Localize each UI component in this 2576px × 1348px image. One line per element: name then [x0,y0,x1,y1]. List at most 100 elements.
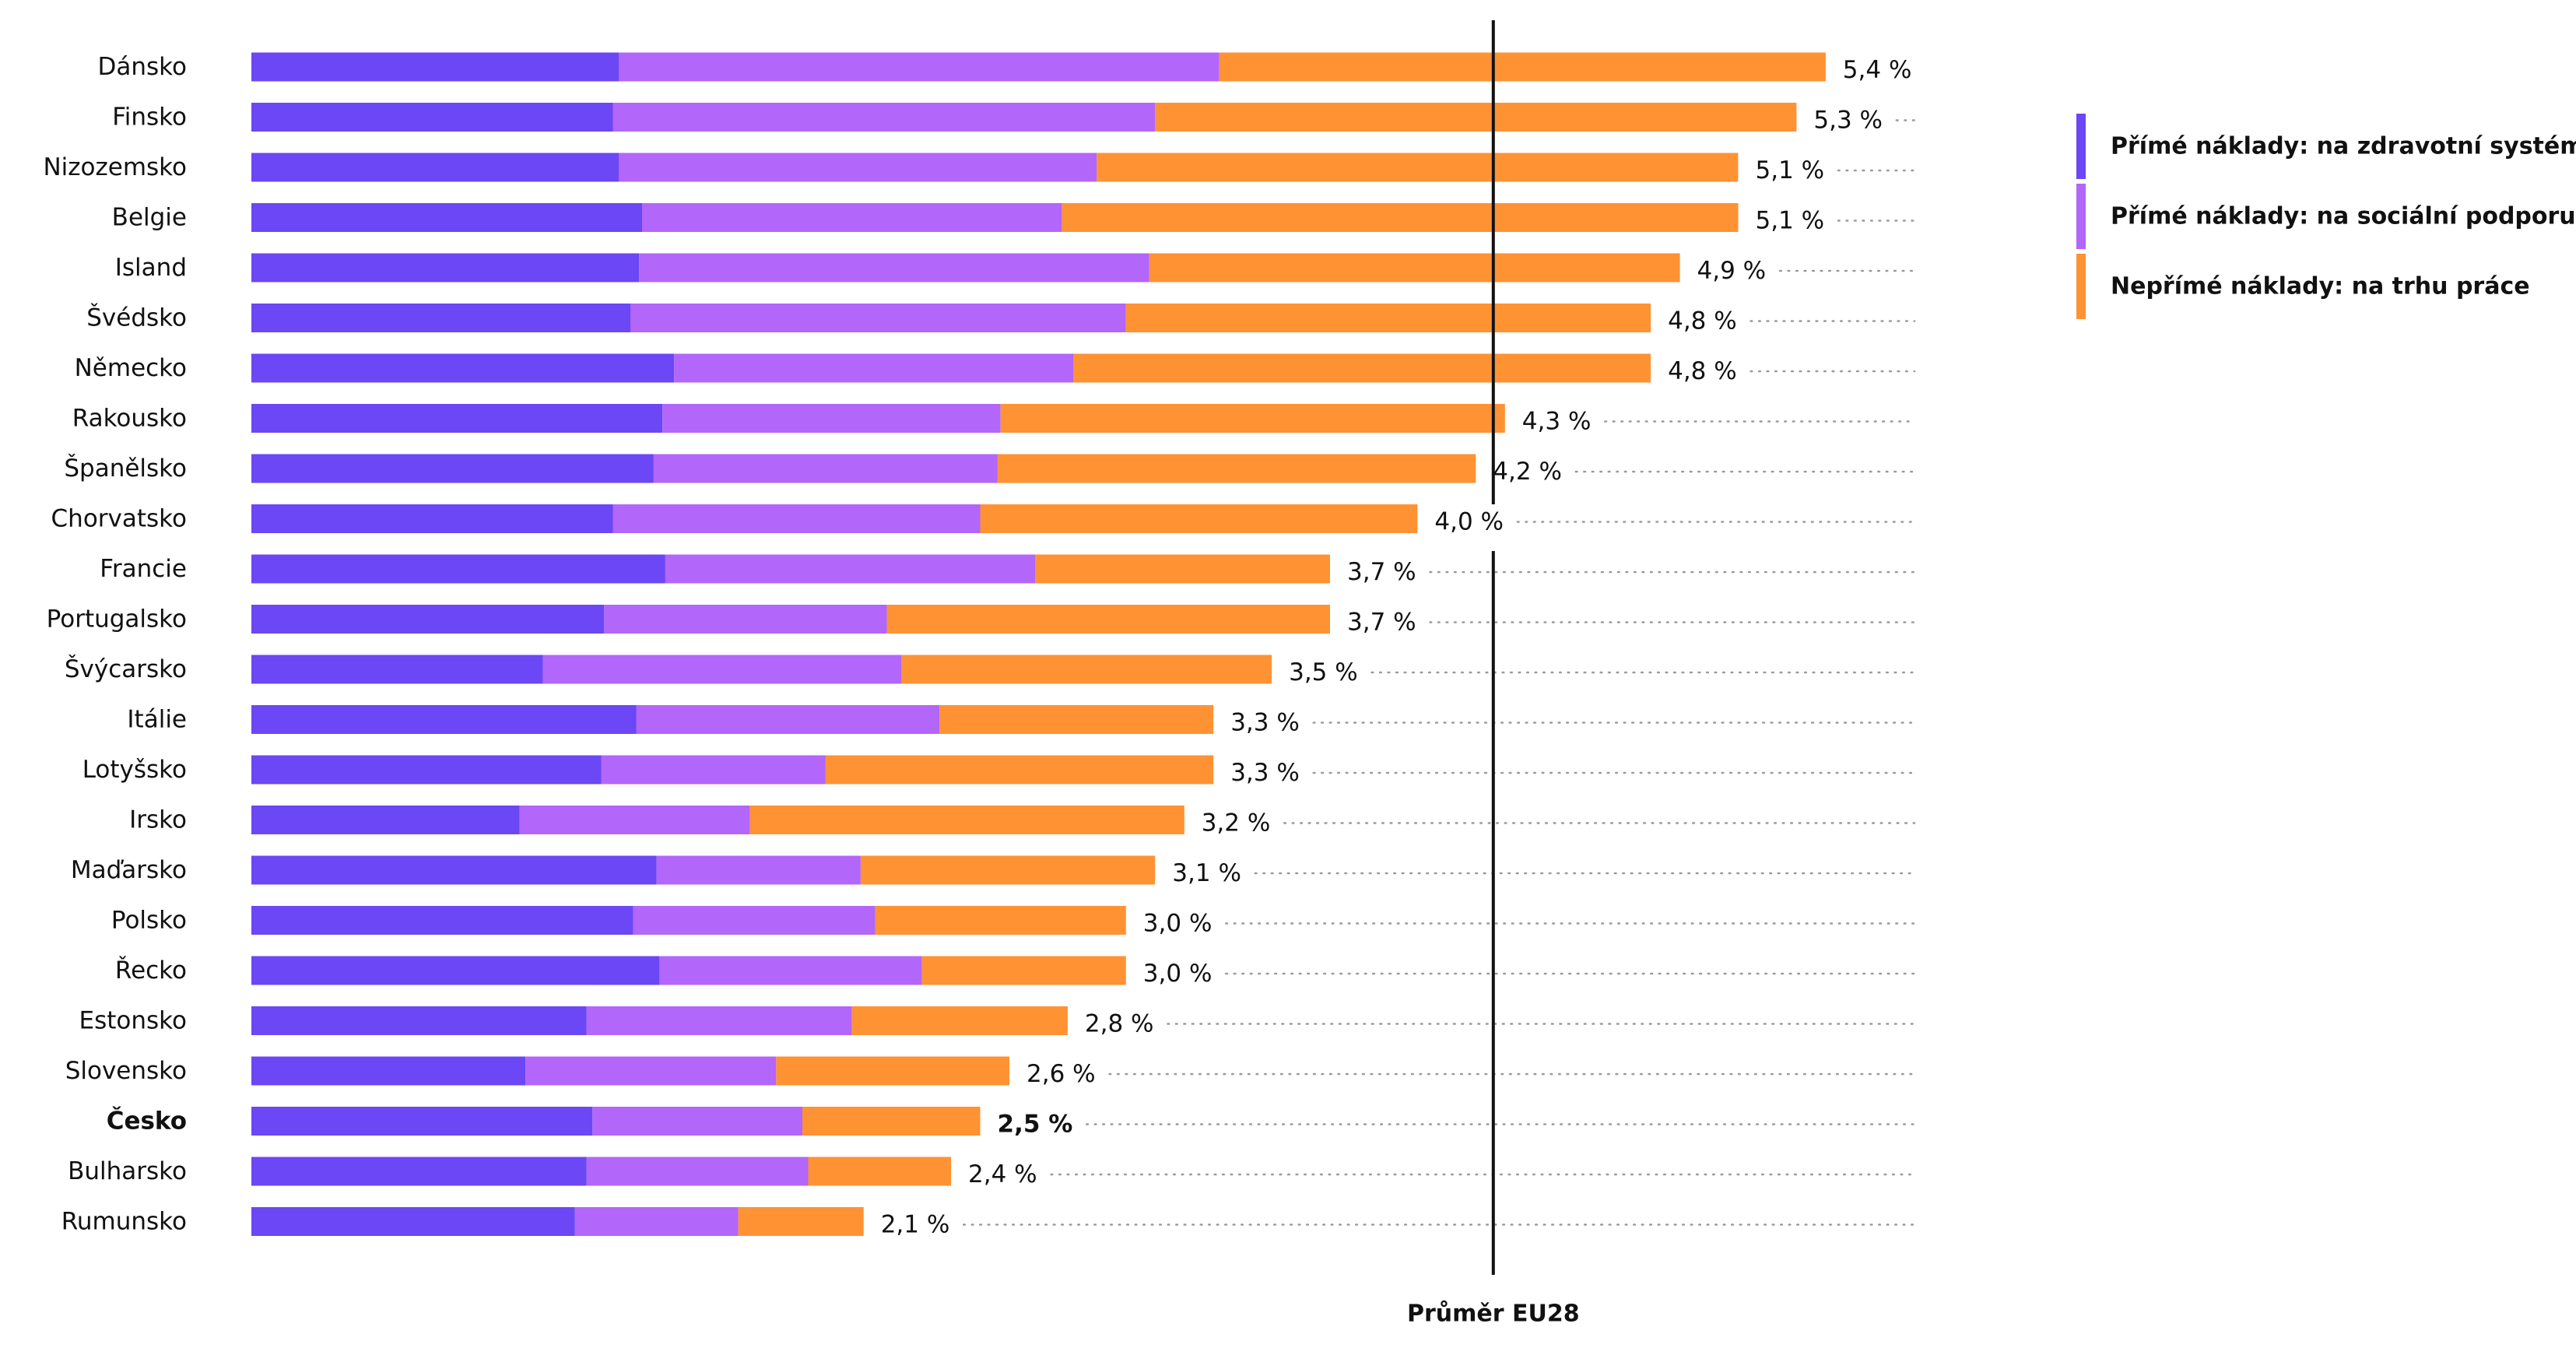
total-value-label: 5,4 % [1843,56,1912,84]
bar-segment-2 [662,404,1001,433]
bar-segment-3 [1073,353,1651,383]
total-value-label: 3,0 % [1143,960,1213,988]
total-value-label: 4,2 % [1493,458,1562,486]
bar-segment-2 [619,52,1220,82]
bar-segment-1 [251,253,640,283]
bar-segment-2 [612,504,981,533]
bar-segment-3 [886,605,1330,634]
total-value-label: 4,8 % [1668,307,1737,335]
legend-label: Přímé náklady: na sociální podporu [2111,203,2576,230]
bar-segment-2 [601,755,826,785]
bar-segment-1 [251,605,605,634]
legend-swatch [2076,254,2086,319]
bar-segment-2 [586,1006,852,1035]
bar-segment-2 [586,1157,809,1186]
bar-segment-3 [1097,153,1739,182]
category-label: Belgie [112,204,187,232]
total-value-label: 5,1 % [1756,156,1825,184]
bar-segment-3 [1219,52,1826,82]
bar-segment-3 [980,504,1418,533]
bar-segment-3 [939,705,1214,734]
bar-segment-1 [251,153,619,182]
category-label: Bulharsko [68,1157,187,1185]
bar-segment-2 [592,1107,802,1136]
bar-segment-3 [1149,253,1680,283]
legend-label: Přímé náklady: na zdravotní systém [2111,133,2576,160]
bar-segment-3 [808,1157,952,1186]
bar-segment-2 [659,956,922,985]
total-value-label: 3,3 % [1230,759,1300,787]
bar-segment-2 [525,1056,777,1086]
category-label: Švýcarsko [65,655,187,683]
bar-segment-1 [251,755,602,785]
total-value-label: 4,8 % [1668,357,1737,385]
bar-segment-1 [251,655,543,684]
bar-segment-3 [1125,304,1651,332]
bar-segment-3 [776,1056,1009,1086]
category-label: Německo [75,354,187,382]
category-label: Chorvatsko [51,505,187,533]
total-value-label: 2,1 % [881,1211,950,1239]
bar-segment-2 [630,304,1126,332]
category-labels-layer: Dánsko Finsko Nizozemsko Belgie Island Švédsk… [43,53,187,1236]
category-label: Dánsko [98,53,187,81]
total-value-label: 3,2 % [1202,809,1271,837]
legend: Přímé náklady: na zdravotní systém Přímé … [2076,114,2576,319]
bar-segment-2 [656,855,861,885]
bar-segment-2 [642,203,1062,232]
total-value-label: 3,3 % [1230,709,1300,737]
legend-label: Nepřímé náklady: na trhu práce [2111,273,2530,300]
category-label: Španělsko [64,454,187,483]
total-value-label: 3,5 % [1289,658,1358,686]
bar-segment-3 [851,1006,1068,1035]
total-value-label: 3,7 % [1347,558,1416,586]
bar-segment-1 [251,52,619,82]
bar-segment-2 [604,605,887,634]
category-label: Rumunsko [61,1208,187,1236]
total-value-label: 3,0 % [1143,910,1213,938]
total-value-label: 2,5 % [998,1111,1073,1139]
category-label: Maďarsko [71,856,187,884]
bar-segment-1 [251,504,613,533]
bar-segment-2 [653,454,998,483]
total-value-label: 4,0 % [1434,508,1504,536]
reference-line-layer: Průměr EU28 [1407,20,1580,1328]
bar-segment-1 [251,906,633,935]
bar-segment-1 [251,1006,587,1035]
eu-average-label: Průměr EU28 [1407,1300,1580,1328]
bar-segment-1 [251,1107,593,1136]
legend-swatch [2076,114,2086,179]
bar-segment-3 [738,1207,864,1236]
bar-segment-1 [251,404,663,433]
bar-segment-2 [612,103,1156,132]
bar-segment-3 [802,1107,981,1136]
bar-segment-1 [251,304,630,332]
category-label: Slovensko [65,1057,187,1085]
category-label: Česko [107,1107,187,1136]
category-label: Portugalsko [47,606,187,634]
total-value-label: 2,4 % [968,1160,1037,1188]
total-value-label: 4,3 % [1522,408,1592,436]
total-value-label: 2,8 % [1085,1010,1154,1038]
bar-segment-3 [998,454,1476,483]
bar-segment-2 [542,655,902,684]
bar-segment-1 [251,1157,587,1186]
bar-segment-2 [619,153,1097,182]
total-value-label: 2,6 % [1027,1060,1096,1088]
bar-segment-2 [519,806,750,834]
category-label: Polsko [111,907,187,935]
bar-segment-3 [901,655,1272,684]
category-label: Island [115,254,187,282]
total-value-label: 5,1 % [1756,207,1825,235]
bar-segment-3 [1035,554,1330,584]
total-value-label: 5,3 % [1813,107,1883,135]
bars-layer [251,52,1826,1236]
bar-segment-2 [674,353,1074,383]
leader-lines-layer [963,119,1916,1226]
bar-segment-1 [251,454,654,483]
category-label: Irsko [129,806,187,834]
category-label: Lotyšsko [82,756,187,784]
bar-segment-1 [251,103,613,132]
category-label: Francie [100,555,187,583]
